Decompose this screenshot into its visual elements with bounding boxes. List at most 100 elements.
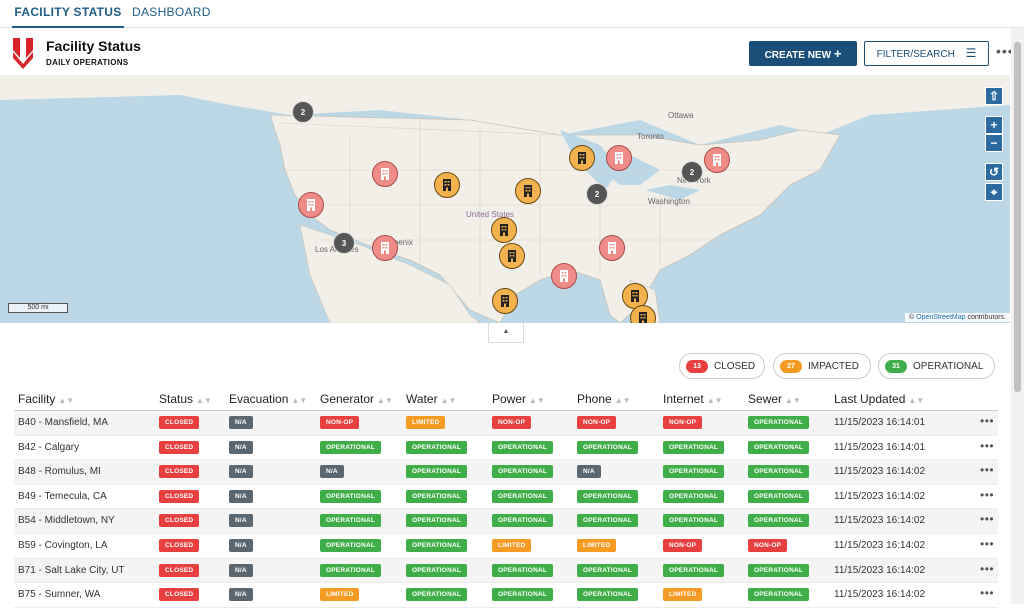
table-row[interactable]: B48 - Romulus, MI CLOSED N/A N/A OPERATIONAL… (14, 460, 998, 485)
facility-marker-impacted[interactable] (491, 217, 517, 243)
facility-marker-closed[interactable] (551, 263, 577, 289)
facility-marker-closed[interactable] (606, 145, 632, 171)
page-scrollbar[interactable] (1011, 28, 1024, 604)
header-label: Internet (663, 392, 704, 406)
power-badge: OPERATIONAL (492, 514, 554, 528)
gen-badge: OPERATIONAL (320, 489, 382, 503)
table-row[interactable]: B49 - Temecula, CA CLOSED N/A OPERATIONAL OP… (14, 485, 998, 510)
header-evacuation[interactable]: Evacuation ▲▼ (229, 392, 307, 406)
water-badge: OPERATIONAL (406, 514, 468, 528)
sewer-badge: OPERATIONAL (748, 440, 810, 454)
sort-icon: ▲▼ (706, 396, 723, 405)
zoom-in-button[interactable]: + (985, 116, 1003, 134)
facility-marker-closed[interactable] (372, 161, 398, 187)
facility-marker-impacted[interactable] (569, 145, 595, 171)
facility-marker-impacted[interactable] (515, 178, 541, 204)
table-row[interactable]: B40 - Mansfield, MA CLOSED N/A NON-OP LIMITE… (14, 411, 998, 436)
internet-badge: NON-OP (663, 416, 703, 429)
legend-impacted-filter[interactable]: 27 IMPACTED (773, 353, 871, 379)
header-phone[interactable]: Phone ▲▼ (577, 392, 631, 406)
row-more-icon[interactable]: ••• (980, 487, 995, 502)
last-updated: 11/15/2023 16:14:02 (834, 466, 926, 478)
building-icon (500, 224, 508, 236)
sort-icon: ▲▼ (785, 396, 801, 405)
header-status[interactable]: Status ▲▼ (159, 392, 212, 406)
facility-marker-impacted[interactable] (630, 305, 656, 323)
internet-badge: OPERATIONAL (663, 440, 725, 454)
table-row[interactable]: B42 - Calgary CLOSED N/A OPERATIONAL OPERATI… (14, 436, 998, 461)
row-more-icon[interactable]: ••• (980, 586, 995, 601)
home-extent-icon[interactable]: ⇧ (985, 87, 1003, 105)
internet-badge: NON-OP (663, 538, 703, 552)
collapse-map-toggle[interactable]: ▲ (488, 323, 524, 343)
legend-operational-filter[interactable]: 31 OPERATIONAL (878, 353, 995, 379)
table-row[interactable]: B54 - Middletown, NY CLOSED N/A OPERATIONAL… (14, 509, 998, 534)
header-label: Evacuation (229, 392, 289, 406)
phone-badge: NON-OP (577, 416, 617, 429)
facility-marker-closed[interactable] (704, 147, 730, 173)
refresh-icon[interactable]: ↺ (985, 163, 1003, 181)
building-icon (501, 295, 509, 307)
phone-badge: N/A (577, 465, 601, 479)
header-generator[interactable]: Generator ▲▼ (320, 392, 393, 406)
water-badge: OPERATIONAL (406, 489, 468, 503)
zoom-out-button[interactable]: − (985, 134, 1003, 152)
header-label: Facility (18, 392, 56, 406)
row-more-icon[interactable]: ••• (980, 463, 995, 478)
header-power[interactable]: Power ▲▼ (492, 392, 545, 406)
row-more-icon[interactable]: ••• (980, 536, 995, 551)
facility-marker-closed[interactable] (372, 235, 398, 261)
table-row[interactable]: B59 - Covington, LA CLOSED N/A OPERATIONAL O… (14, 534, 998, 559)
row-more-icon[interactable]: ••• (980, 561, 995, 576)
cluster-marker[interactable]: 2 (586, 183, 608, 205)
filter-search-button[interactable]: FILTER/SEARCH ☰ (864, 41, 989, 66)
cluster-marker[interactable]: 2 (292, 101, 314, 123)
facility-marker-impacted[interactable] (622, 283, 648, 309)
row-more-icon[interactable]: ••• (980, 414, 995, 428)
facility-marker-closed[interactable] (599, 235, 625, 261)
header-label: Generator (320, 392, 375, 406)
internet-badge: OPERATIONAL (663, 489, 725, 503)
tab-facility-status[interactable]: FACILITY STATUS (12, 0, 124, 28)
facility-map[interactable]: Ottawa Toronto New York Washington Unite… (0, 75, 1010, 323)
building-icon (639, 312, 647, 323)
create-new-button[interactable]: CREATE NEW + (749, 41, 857, 66)
openstreetmap-link[interactable]: OpenStreetMap (916, 314, 966, 321)
gen-badge: OPERATIONAL (320, 538, 382, 552)
water-badge: OPERATIONAL (406, 465, 468, 479)
table-row[interactable]: B71 - Salt Lake City, UT CLOSED N/A OPERATI… (14, 558, 998, 584)
last-updated: 11/15/2023 16:14:02 (834, 539, 926, 551)
cluster-marker[interactable]: 3 (333, 232, 355, 254)
impacted-label: IMPACTED (808, 361, 859, 372)
power-badge: OPERATIONAL (492, 489, 554, 503)
facility-marker-impacted[interactable] (434, 172, 460, 198)
row-more-icon[interactable]: ••• (980, 512, 995, 527)
scrollbar-thumb[interactable] (1014, 42, 1021, 392)
attribution-suffix: contributors. (967, 314, 1006, 321)
facility-marker-impacted[interactable] (492, 288, 518, 314)
cluster-marker[interactable]: 2 (681, 161, 703, 183)
header-facility[interactable]: Facility ▲▼ (18, 392, 74, 406)
header-label: Water (406, 392, 438, 406)
facility-marker-impacted[interactable] (499, 243, 525, 269)
attribution-prefix: © (908, 314, 915, 321)
table-row[interactable]: B75 - Sumner, WA CLOSED N/A LIMITED OPERATIO… (14, 583, 998, 608)
header-sewer[interactable]: Sewer ▲▼ (748, 392, 801, 406)
tab-dashboard[interactable]: DASHBOARD (132, 5, 211, 19)
header-water[interactable]: Water ▲▼ (406, 392, 456, 406)
facility-marker-closed[interactable] (298, 192, 324, 218)
legend-closed-filter[interactable]: 13 CLOSED (679, 353, 765, 379)
header-internet[interactable]: Internet ▲▼ (663, 392, 723, 406)
row-more-icon[interactable]: ••• (980, 438, 995, 453)
locate-icon[interactable]: ⌖ (985, 183, 1003, 201)
table-header: Facility ▲▼ Status ▲▼ Evacuation ▲▼ Generat… (14, 387, 998, 411)
sewer-badge: OPERATIONAL (748, 563, 810, 577)
status-badge: CLOSED (159, 489, 200, 503)
evac-badge: N/A (229, 440, 253, 454)
header-last-updated[interactable]: Last Updated ▲▼ (834, 392, 924, 406)
map-label-toronto: Toronto (637, 132, 664, 141)
facility-name: B42 - Calgary (18, 441, 80, 453)
power-badge: NON-OP (492, 416, 532, 429)
map-label-us: United States (466, 210, 515, 219)
more-options-icon[interactable]: ••• (996, 43, 1014, 59)
